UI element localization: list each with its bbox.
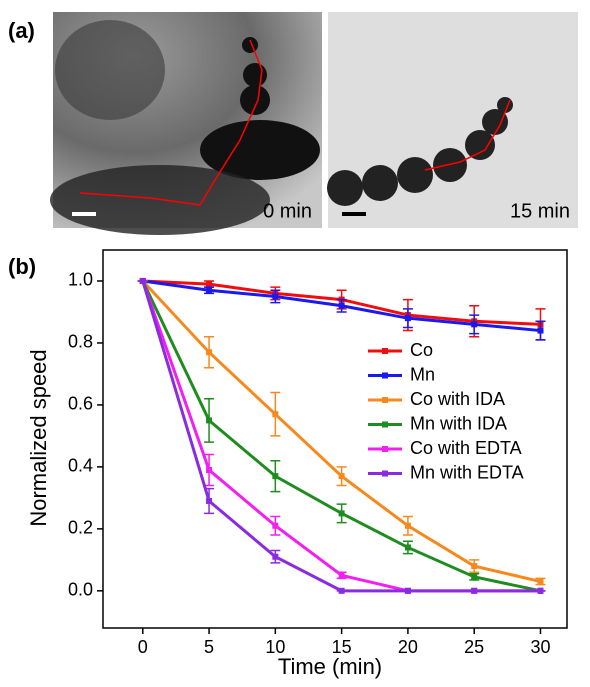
- marker: [338, 587, 345, 594]
- legend-marker: [382, 446, 388, 452]
- micrograph-right: [327, 12, 578, 228]
- y-tick-label: 0.4: [68, 456, 93, 476]
- marker: [206, 287, 213, 294]
- marker: [537, 587, 544, 594]
- marker: [471, 587, 478, 594]
- marker: [537, 327, 544, 334]
- series-line: [141, 280, 541, 593]
- panel-label: (a): [8, 18, 35, 43]
- y-tick-label: 0.0: [68, 580, 93, 600]
- marker: [272, 522, 279, 529]
- marker: [338, 302, 345, 309]
- x-tick-label: 0: [138, 637, 148, 657]
- marker: [471, 573, 478, 580]
- x-axis-label: Time (min): [278, 654, 382, 679]
- legend-label: Mn with IDA: [410, 413, 507, 433]
- marker: [471, 321, 478, 328]
- legend-label: Mn: [410, 364, 435, 384]
- series-line: [141, 280, 541, 593]
- x-tick-label: 20: [398, 637, 418, 657]
- x-tick-label: 30: [530, 637, 550, 657]
- marker: [206, 417, 213, 424]
- legend-marker: [382, 372, 388, 379]
- marker: [338, 510, 345, 517]
- micrograph-left: [50, 12, 322, 235]
- marker: [139, 277, 146, 284]
- y-tick-label: 0.2: [68, 518, 93, 538]
- series-line: [141, 280, 541, 593]
- marker: [471, 563, 478, 570]
- y-axis-label: Normalized speed: [26, 349, 51, 526]
- marker: [272, 293, 279, 300]
- marker: [404, 315, 411, 322]
- marker: [206, 281, 213, 288]
- marker: [338, 572, 345, 579]
- marker: [404, 522, 411, 529]
- marker: [272, 411, 279, 418]
- legend-label: Co with IDA: [410, 389, 505, 409]
- legend-label: Co: [410, 340, 433, 360]
- y-tick-label: 1.0: [68, 270, 93, 290]
- marker: [338, 473, 345, 480]
- marker: [272, 553, 279, 560]
- image-label: 0 min: [263, 200, 312, 222]
- legend-marker: [382, 397, 388, 403]
- legend-label: Mn with EDTA: [410, 462, 524, 482]
- legend-marker: [382, 421, 388, 428]
- x-tick-label: 10: [265, 637, 285, 657]
- y-tick-label: 0.8: [68, 332, 93, 352]
- image-label: 15 min: [510, 200, 570, 222]
- legend-label: Co with EDTA: [410, 438, 522, 458]
- x-tick-label: 15: [332, 637, 352, 657]
- y-tick-label: 0.6: [68, 394, 93, 414]
- x-tick-label: 25: [464, 637, 484, 657]
- marker: [537, 578, 544, 585]
- legend-marker: [382, 470, 388, 477]
- marker: [206, 349, 213, 356]
- x-tick-label: 5: [204, 637, 214, 657]
- marker: [404, 587, 411, 594]
- marker: [206, 466, 213, 473]
- panel-label: (b): [8, 254, 36, 279]
- marker: [272, 473, 279, 480]
- legend-marker: [382, 348, 388, 354]
- marker: [206, 497, 213, 504]
- plot-frame: [102, 249, 568, 629]
- marker: [404, 544, 411, 551]
